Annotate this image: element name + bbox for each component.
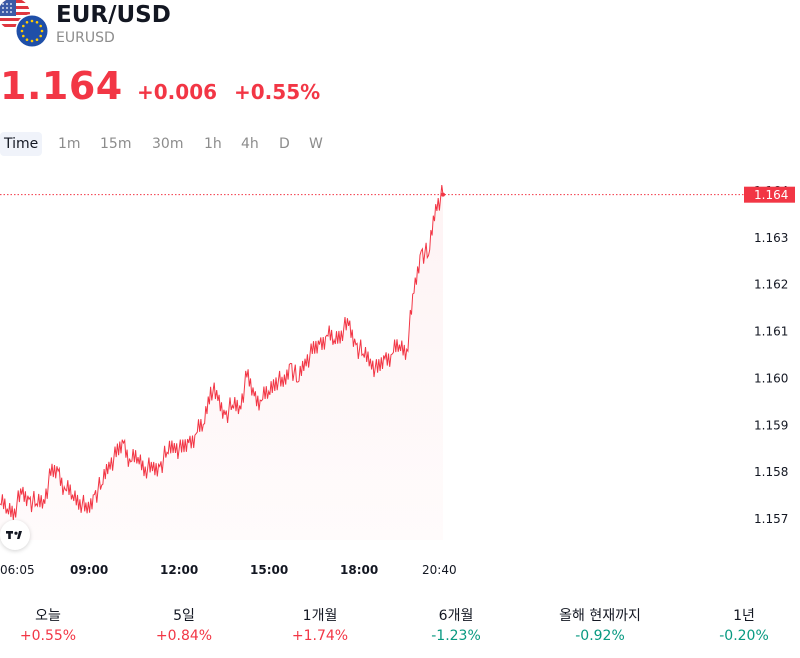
x-tick-label: 09:00 bbox=[70, 563, 108, 577]
last-price-badge-label: 1.164 bbox=[754, 188, 788, 202]
perf-ytd[interactable]: 올해 현재까지 -0.92% bbox=[530, 606, 670, 646]
y-tick-label: 1.161 bbox=[754, 325, 788, 339]
x-tick-label: 20:40 bbox=[422, 563, 457, 577]
perf-value: -0.20% bbox=[719, 628, 769, 644]
y-tick-label: 1.163 bbox=[754, 231, 788, 245]
perf-label: 5일 bbox=[173, 608, 195, 624]
tab-w[interactable]: W bbox=[309, 136, 323, 152]
quote-row: 1.164 +0.006 +0.55% bbox=[0, 62, 800, 112]
y-tick-label: 1.159 bbox=[754, 418, 788, 432]
perf-value: +1.74% bbox=[291, 628, 349, 644]
price-chart[interactable]: 1.157 1.158 1.159 1.160 1.161 1.162 1.163 1.164… bbox=[0, 160, 800, 590]
perf-label: 1개월 bbox=[302, 608, 338, 624]
perf-1y[interactable]: 1년 -0.20% bbox=[674, 606, 800, 646]
perf-value: -1.23% bbox=[431, 628, 481, 644]
y-tick-label: 1.160 bbox=[754, 371, 788, 385]
perf-6m[interactable]: 6개월 -1.23% bbox=[386, 606, 526, 646]
tab-1h[interactable]: 1h bbox=[204, 136, 222, 152]
tab-d[interactable]: D bbox=[279, 136, 290, 152]
perf-label: 오늘 bbox=[35, 608, 61, 624]
x-tick-label: 12:00 bbox=[160, 563, 198, 577]
y-tick-label: 1.162 bbox=[754, 278, 788, 292]
price-change-percent: +0.55% bbox=[234, 80, 321, 104]
tradingview-logo-icon bbox=[6, 531, 22, 539]
perf-1m[interactable]: 1개월 +1.74% bbox=[250, 606, 390, 646]
tab-30m[interactable]: 30m bbox=[152, 136, 184, 152]
perf-value: +0.84% bbox=[155, 628, 213, 644]
eu-flag-icon bbox=[15, 14, 49, 48]
tradingview-logo[interactable] bbox=[0, 520, 30, 550]
price-area bbox=[0, 185, 443, 540]
chart-canvas: 1.157 1.158 1.159 1.160 1.161 1.162 1.163 1.164… bbox=[0, 184, 795, 577]
price-line bbox=[0, 184, 444, 520]
last-price-badge bbox=[744, 186, 795, 203]
perf-5d[interactable]: 5일 +0.84% bbox=[114, 606, 254, 646]
tab-1m[interactable]: 1m bbox=[58, 136, 81, 152]
tab-15m[interactable]: 15m bbox=[100, 136, 132, 152]
perf-label: 1년 bbox=[733, 608, 755, 624]
perf-label: 올해 현재까지 bbox=[559, 608, 641, 624]
x-tick-label: 18:00 bbox=[340, 563, 378, 577]
symbol-header: EUR/USD EURUSD bbox=[0, 0, 800, 60]
flag-pair bbox=[0, 0, 50, 50]
symbol-title: EUR/USD bbox=[56, 2, 171, 28]
last-price: 1.164 bbox=[0, 64, 123, 108]
performance-bar: 오늘 +0.55% 5일 +0.84% 1개월 +1.74% 6개월 -1.23… bbox=[0, 606, 800, 651]
last-price-dot bbox=[441, 192, 445, 197]
y-tick-label: 1.158 bbox=[754, 465, 788, 479]
y-tick-label: 1.157 bbox=[754, 512, 788, 526]
ticker-subtitle: EURUSD bbox=[56, 30, 115, 46]
perf-today[interactable]: 오늘 +0.55% bbox=[0, 606, 118, 646]
price-change: +0.006 bbox=[137, 80, 218, 104]
perf-value: +0.55% bbox=[19, 628, 77, 644]
perf-label: 6개월 bbox=[438, 608, 474, 624]
x-tick-label: 06:05 bbox=[0, 563, 35, 577]
perf-value: -0.92% bbox=[575, 628, 625, 644]
tab-4h[interactable]: 4h bbox=[241, 136, 259, 152]
us-flag-icon bbox=[0, 0, 30, 30]
x-tick-label: 15:00 bbox=[250, 563, 288, 577]
tab-time[interactable]: Time bbox=[0, 132, 43, 156]
